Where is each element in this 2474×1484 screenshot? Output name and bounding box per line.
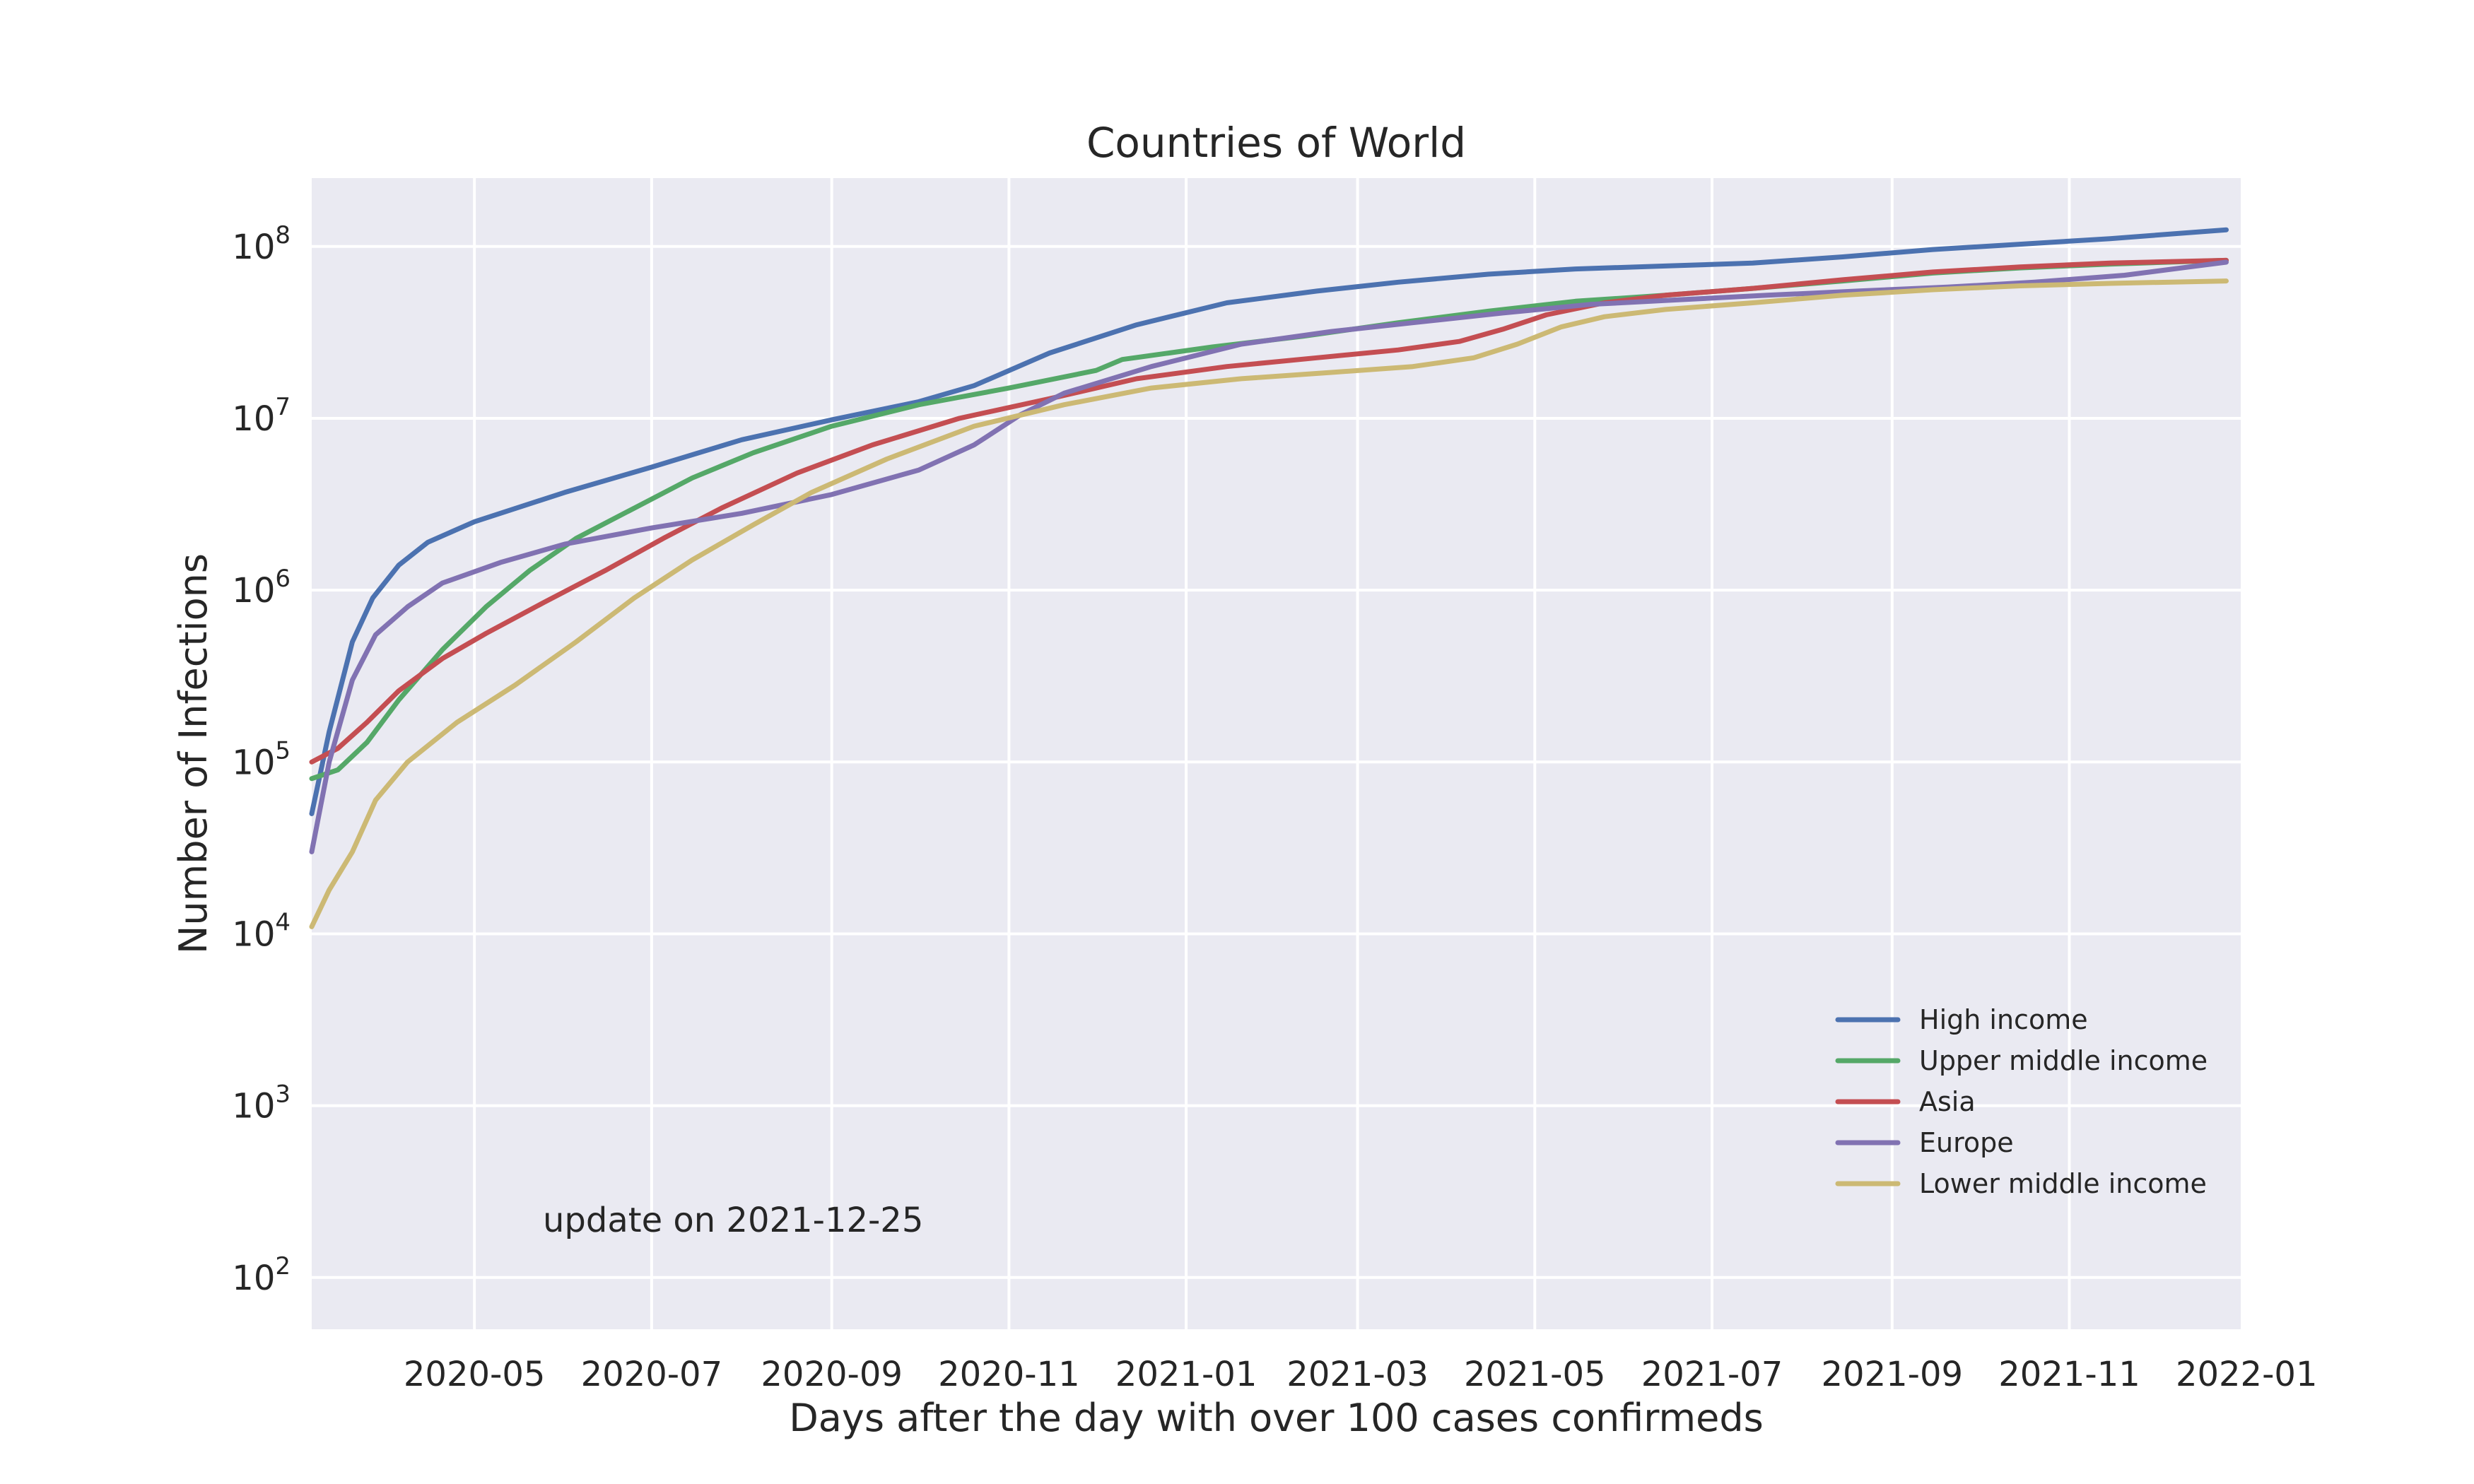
y-tick-exponent: 4 — [275, 908, 291, 936]
y-tick-label: 106 — [232, 565, 291, 611]
y-tick-base: 10 — [232, 1087, 275, 1126]
legend: High income Upper middle income Asia Europe… — [1835, 1004, 2208, 1199]
y-tick-label: 102 — [232, 1252, 291, 1298]
x-tick-label: 2020-11 — [938, 1355, 1080, 1394]
series-line-4 — [309, 278, 2229, 929]
y-tick-exponent: 5 — [275, 736, 291, 765]
y-tick-exponent: 8 — [275, 221, 291, 249]
x-tick-label: 2021-11 — [1998, 1355, 2140, 1394]
plot-area — [312, 178, 2241, 1329]
y-tick-exponent: 2 — [275, 1252, 291, 1280]
y-tick-base: 10 — [232, 914, 275, 954]
x-tick-label: 2022-01 — [2176, 1355, 2318, 1394]
chart-title: Countries of World — [1086, 119, 1466, 167]
y-tick-label: 105 — [232, 736, 291, 782]
y-tick-label: 104 — [232, 908, 291, 954]
x-tick-label: 2021-09 — [1822, 1355, 1964, 1394]
y-axis-label: Number of Infections — [171, 553, 216, 954]
y-tick-exponent: 7 — [275, 393, 291, 421]
y-tick-base: 10 — [232, 743, 275, 782]
x-tick-label: 2021-03 — [1286, 1355, 1429, 1394]
y-tick-exponent: 6 — [275, 565, 291, 593]
x-tick-label: 2020-07 — [581, 1355, 723, 1394]
x-axis-ticks: 2020-05 2020-07 2020-09 2020-11 2021-01 2021-… — [404, 1355, 2318, 1394]
y-tick-base: 10 — [232, 571, 275, 611]
legend-label: Europe — [1919, 1127, 2014, 1158]
y-tick-exponent: 3 — [275, 1080, 291, 1109]
y-tick-label: 108 — [232, 221, 291, 267]
x-axis-label: Days after the day with over 100 cases c… — [789, 1396, 1764, 1440]
y-grid — [312, 245, 2241, 1279]
update-annotation: update on 2021-12-25 — [543, 1201, 923, 1240]
x-tick-label: 2021-07 — [1641, 1355, 1783, 1394]
legend-label: Upper middle income — [1919, 1045, 2208, 1076]
x-tick-label: 2021-05 — [1464, 1355, 1606, 1394]
x-tick-label: 2020-05 — [404, 1355, 546, 1394]
y-tick-base: 10 — [232, 228, 275, 267]
y-tick-base: 10 — [232, 1259, 275, 1298]
legend-label: Lower middle income — [1919, 1168, 2207, 1199]
legend-label: High income — [1919, 1004, 2088, 1035]
y-tick-label: 107 — [232, 393, 291, 439]
series-line-0 — [309, 227, 2229, 816]
y-tick-label: 103 — [232, 1080, 291, 1126]
series-layer — [309, 227, 2229, 929]
y-tick-base: 10 — [232, 399, 275, 439]
x-tick-label: 2021-01 — [1115, 1355, 1257, 1394]
series-line-2 — [309, 257, 2229, 765]
x-tick-label: 2020-09 — [761, 1355, 903, 1394]
series-line-3 — [309, 259, 2229, 854]
legend-label: Asia — [1919, 1086, 1976, 1117]
